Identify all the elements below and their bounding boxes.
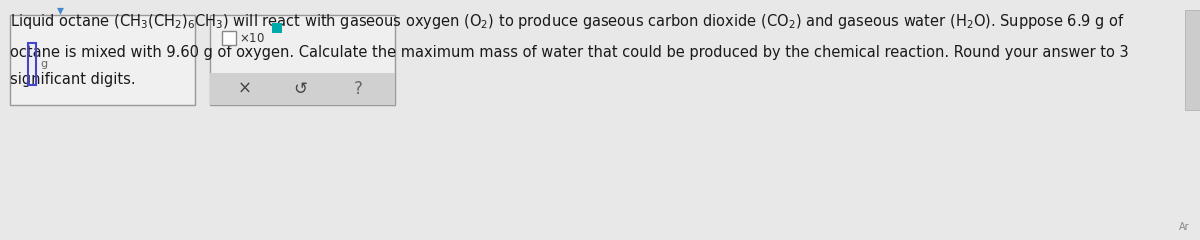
Text: $\times 10$: $\times 10$ <box>239 31 265 44</box>
Text: ?: ? <box>354 80 362 98</box>
Text: Liquid octane $\left(\mathrm{CH_3(CH_2)_6CH_3}\right)$ will react with gaseous o: Liquid octane $\left(\mathrm{CH_3(CH_2)_… <box>10 12 1126 31</box>
Bar <box>1186 10 1200 110</box>
Bar <box>222 31 236 45</box>
Text: ▾: ▾ <box>56 3 64 17</box>
Text: significant digits.: significant digits. <box>10 72 136 87</box>
Text: ×: × <box>238 80 252 98</box>
Text: ↺: ↺ <box>293 80 307 98</box>
Bar <box>210 15 395 105</box>
Bar <box>272 23 282 33</box>
Text: octane is mixed with 9.60 g of oxygen. Calculate the maximum mass of water that : octane is mixed with 9.60 g of oxygen. C… <box>10 45 1129 60</box>
Bar <box>28 43 36 85</box>
Bar <box>10 15 194 105</box>
Text: Ar: Ar <box>1180 222 1190 232</box>
Text: g: g <box>40 59 47 69</box>
Bar <box>210 73 395 105</box>
